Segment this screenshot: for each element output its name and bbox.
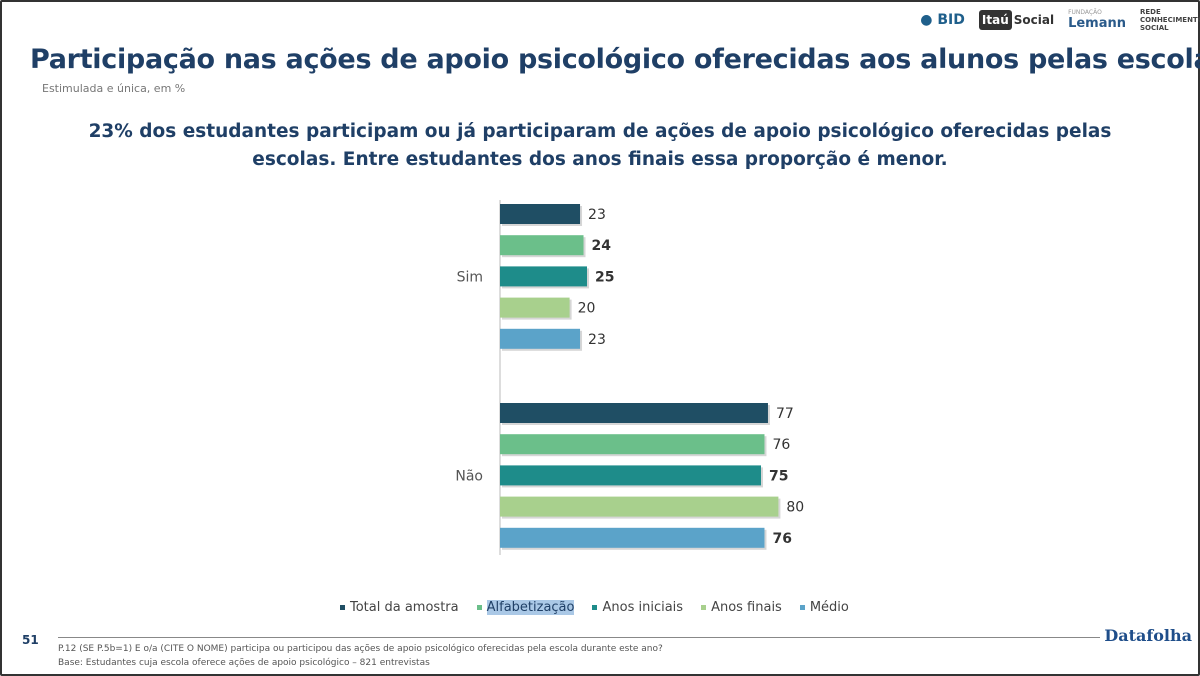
itau-social-logo: Itaú Social [978, 10, 1055, 30]
bid-logo-text: BID [937, 12, 965, 28]
itau-text: Social [1013, 13, 1055, 27]
legend-item: Total da amostra [340, 600, 459, 615]
bar [500, 266, 587, 287]
bar [500, 465, 761, 486]
legend-item: Alfabetização [476, 600, 575, 615]
bar [500, 434, 765, 455]
data-label: 75 [769, 468, 788, 484]
legend-item: Anos iniciais [592, 600, 683, 615]
legend-label: Médio [809, 600, 849, 615]
legend-label: Alfabetização [486, 600, 575, 615]
legend-item: Médio [799, 600, 849, 615]
category-label: Sim [457, 269, 483, 285]
bar [500, 527, 765, 548]
data-label: 20 [578, 301, 596, 317]
data-label: 25 [595, 269, 614, 285]
data-label: 76 [772, 531, 791, 547]
footer-question: P.12 (SE P.5b=1) E o/a (CITE O NOME) par… [58, 644, 663, 654]
datafolha-logo: Datafolha [1104, 626, 1192, 645]
legend-swatch [701, 605, 707, 610]
page-number: 51 [22, 633, 39, 647]
page-subtitle: Estimulada e única, em % [42, 82, 186, 95]
legend-swatch [340, 605, 345, 610]
itau-box: Itaú [978, 10, 1012, 30]
bar [500, 403, 768, 423]
footer-divider [58, 637, 1100, 638]
bar [500, 235, 584, 256]
data-label: 24 [592, 238, 612, 254]
rede-logo: REDE CONHECIMENTO SOCIAL [1140, 8, 1200, 32]
data-label: 76 [772, 437, 790, 453]
data-label: 77 [776, 406, 794, 422]
bar [500, 496, 779, 517]
legend-swatch [476, 605, 482, 610]
bid-logo: ● BID [920, 12, 965, 28]
lemann-text: Lemann [1068, 16, 1126, 31]
bar [500, 204, 581, 224]
headline: 23% dos estudantes participam ou já part… [88, 121, 1112, 170]
category-label: Não [455, 468, 483, 484]
lemann-logo: FUNDAÇÃO Lemann [1068, 9, 1126, 31]
legend-label: Anos iniciais [602, 600, 684, 615]
legend-swatch [592, 605, 598, 610]
lemann-small: FUNDAÇÃO [1068, 9, 1102, 16]
bar [500, 328, 581, 349]
data-label: 80 [786, 500, 804, 516]
chart-legend: Total da amostra Alfabetização Anos inicia… [340, 600, 849, 615]
legend-swatch [799, 605, 805, 610]
footer-base: Base: Estudantes cuja escola oferece açõ… [58, 658, 430, 668]
legend-item: Anos finais [701, 600, 782, 615]
page-title: Participação nas ações de apoio psicológ… [30, 44, 1200, 75]
bar [500, 297, 570, 318]
partner-logos: ● BID Itaú Social FUNDAÇÃO Lemann REDE CON… [920, 8, 1200, 32]
legend-label: Anos finais [711, 600, 782, 615]
legend-label: Total da amostra [350, 600, 459, 615]
data-label: 23 [588, 332, 606, 348]
data-label: 23 [588, 207, 606, 223]
